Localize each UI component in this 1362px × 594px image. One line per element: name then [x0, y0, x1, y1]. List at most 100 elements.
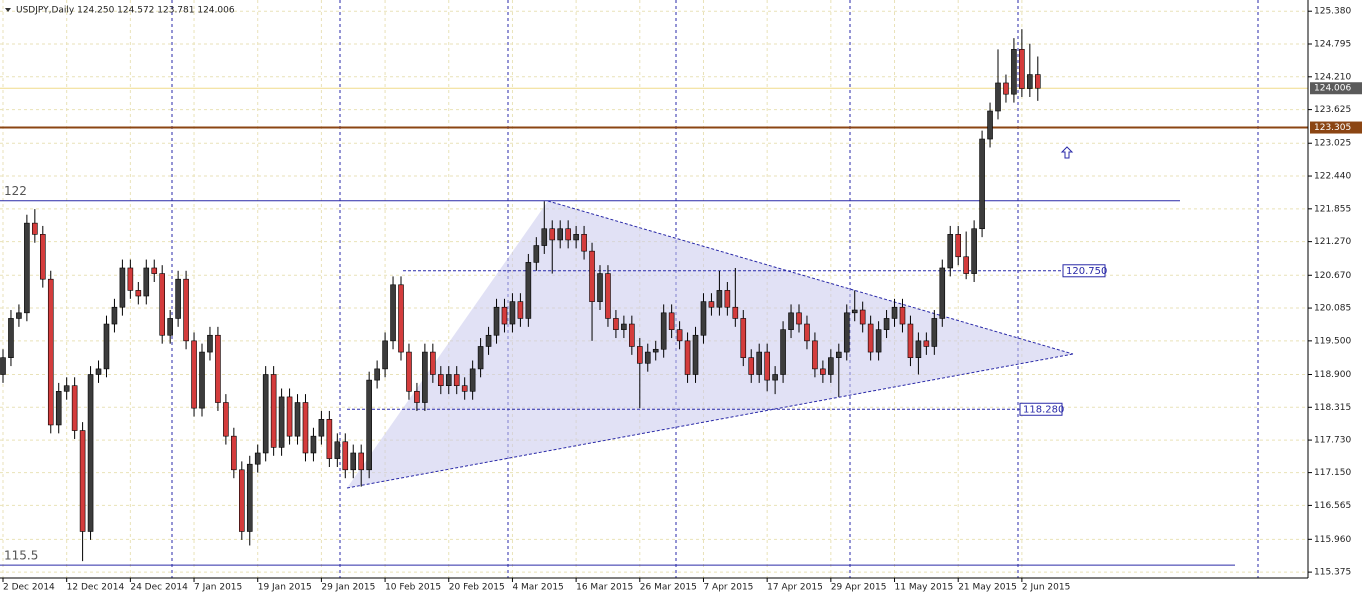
y-tick-label: 118.315 — [1314, 403, 1351, 413]
y-tick-label: 120.670 — [1314, 271, 1351, 281]
price-label: 123.305 — [1314, 123, 1351, 133]
candle-body — [716, 290, 723, 308]
candle-body — [804, 323, 810, 342]
candle-body — [159, 273, 165, 336]
menu-arrow[interactable] — [5, 8, 11, 12]
y-tick-label: 124.795 — [1314, 40, 1351, 50]
candle-body — [437, 374, 444, 387]
candle-body — [422, 351, 428, 403]
candle-body — [47, 278, 54, 426]
x-tick-label: 19 Jan 2015 — [258, 583, 312, 593]
level-label: 115.5 — [4, 549, 38, 563]
candle-body — [119, 267, 126, 308]
candle-body — [947, 234, 954, 269]
candle-body — [772, 374, 778, 381]
candle-body — [835, 351, 842, 358]
candle-body — [334, 441, 341, 459]
candle-body — [1027, 74, 1033, 89]
x-tick-label: 2 Dec 2014 — [3, 583, 55, 593]
y-tick-label: 125.380 — [1314, 7, 1351, 17]
y-tick-label: 115.375 — [1314, 568, 1351, 578]
candle-body — [278, 396, 285, 448]
candle-body — [565, 228, 571, 241]
candle-body — [692, 334, 699, 375]
candle-body — [859, 309, 866, 325]
candle-body — [24, 222, 30, 314]
candle-body — [843, 312, 850, 353]
candle-body — [724, 290, 731, 308]
candle-body — [111, 306, 118, 325]
candle-body — [501, 306, 508, 325]
candle-body — [493, 306, 500, 336]
candle-body — [310, 435, 317, 454]
candle-body — [589, 250, 595, 302]
y-tick-label: 121.270 — [1314, 237, 1351, 247]
candle-body — [748, 357, 755, 375]
candle-body — [231, 435, 237, 471]
candle-body — [246, 463, 253, 532]
candle-body — [613, 318, 619, 330]
candle-body — [366, 379, 372, 471]
candle-body — [103, 323, 110, 370]
candle-body — [509, 301, 516, 325]
level-label-box — [1062, 264, 1106, 278]
x-tick-label: 7 Apr 2015 — [703, 583, 753, 593]
candle-body — [135, 290, 142, 297]
y-tick-label: 119.500 — [1314, 336, 1351, 346]
candle-body — [95, 368, 102, 375]
candle-body — [652, 348, 659, 353]
candle-body — [445, 374, 452, 387]
candle-body — [557, 228, 564, 241]
candle-body — [987, 110, 993, 140]
y-tick-label: 123.625 — [1314, 105, 1351, 115]
x-tick-label: 11 May 2015 — [895, 583, 954, 593]
candle-body — [453, 374, 460, 387]
candle-body — [239, 469, 245, 532]
candle-body — [644, 351, 651, 364]
levels: 122 115.5 120.750 118.280 — [0, 87, 1308, 566]
candle-body — [979, 138, 985, 230]
candle-body — [605, 273, 611, 319]
candle-body — [780, 329, 786, 375]
candle-body — [143, 267, 150, 297]
candle-body — [254, 452, 261, 465]
candle-body — [390, 284, 396, 342]
candle-body — [636, 346, 643, 364]
y-tick-label: 122.440 — [1314, 172, 1351, 182]
candle-body — [151, 267, 158, 274]
price-label-box — [1310, 121, 1362, 134]
candle-body — [891, 306, 898, 319]
candle-body — [899, 306, 906, 325]
x-tick-label: 29 Jan 2015 — [321, 583, 375, 593]
candle-body — [207, 334, 213, 353]
y-tick-label: 115.960 — [1314, 535, 1351, 545]
candle-body — [684, 340, 691, 375]
candle-body — [955, 234, 962, 258]
candle-body — [302, 402, 309, 454]
candle-body — [676, 329, 683, 342]
y-tick-label: 117.150 — [1314, 468, 1351, 478]
candle-body — [374, 368, 380, 381]
x-tick-label: 17 Apr 2015 — [767, 583, 823, 593]
candle-body — [477, 346, 484, 370]
candle-body — [87, 374, 94, 532]
candle-body — [828, 357, 834, 375]
candle-body — [414, 391, 420, 403]
chart-title: USDJPY,Daily 124.250 124.572 123.781 124… — [16, 6, 235, 16]
candle-body — [931, 318, 938, 347]
candle-body — [350, 452, 357, 471]
candle-body — [382, 340, 388, 370]
candle-body — [286, 396, 293, 437]
candle-body — [621, 323, 627, 330]
candle-body — [883, 318, 890, 330]
x-tick-label: 16 Mar 2015 — [576, 583, 633, 593]
x-tick-label: 24 Dec 2014 — [130, 583, 188, 593]
candle-body — [183, 278, 189, 342]
candle-body — [8, 318, 14, 358]
candle-body — [764, 351, 770, 381]
x-tick-label: 20 Feb 2015 — [449, 583, 505, 593]
candles — [0, 29, 1041, 562]
candle-body — [0, 357, 6, 375]
